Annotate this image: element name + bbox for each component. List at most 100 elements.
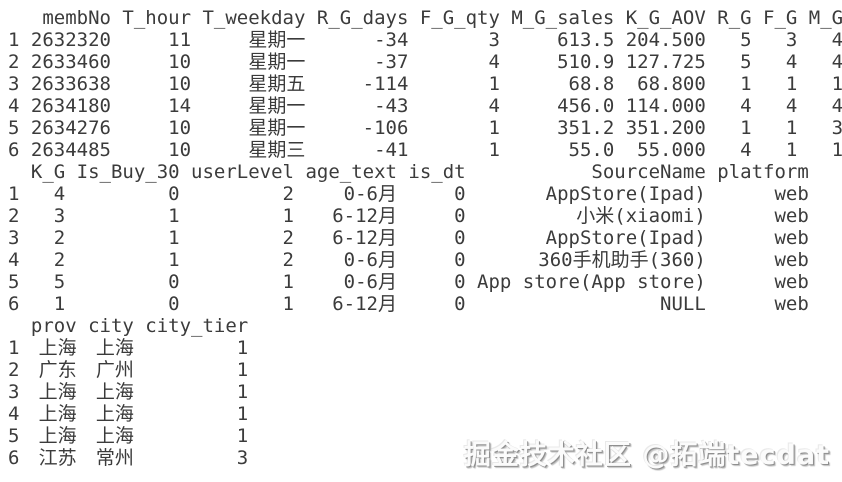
cell: 星期一 bbox=[248, 117, 306, 139]
cell: 星期一 bbox=[248, 29, 306, 51]
cell: 11 bbox=[168, 29, 192, 51]
table-row: 5 5 0 1 0-6月 0 App store(App store) web bbox=[8, 271, 809, 293]
cell: 510.9 bbox=[557, 51, 615, 73]
column-header: K_G bbox=[30, 161, 66, 183]
cell: 4 bbox=[740, 95, 752, 117]
header-row: K_G Is_Buy_30 userLevel age_text is_dt Source… bbox=[8, 161, 809, 183]
column-header bbox=[8, 7, 19, 29]
cell: 360手机助手(360) bbox=[538, 249, 706, 271]
cell: 0 bbox=[168, 183, 180, 205]
cell: 1 bbox=[236, 337, 249, 359]
table-row: 1 4 0 2 0-6月 0 AppStore(Ipad) web bbox=[8, 183, 809, 205]
cell: 1 bbox=[168, 205, 180, 227]
cell: 4 bbox=[831, 29, 842, 51]
cell: 351.200 bbox=[625, 117, 706, 139]
cell: -41 bbox=[374, 139, 409, 161]
column-header: F_G_qty bbox=[419, 7, 500, 29]
table-row: 2 2633460 10 星期一 -37 4 510.9 127.725 5 4 4 bbox=[8, 51, 842, 73]
cell: 0 bbox=[454, 205, 466, 227]
cell: 小米(xiaomi) bbox=[576, 205, 706, 227]
column-header bbox=[8, 315, 19, 337]
cell: 1 bbox=[785, 73, 798, 95]
cell: 1 bbox=[488, 139, 500, 161]
column-header: M_G_sales bbox=[511, 7, 615, 29]
cell: 0 bbox=[454, 271, 466, 293]
cell: 351.2 bbox=[557, 117, 615, 139]
cell: 5 bbox=[53, 271, 66, 293]
cell: 1 bbox=[488, 73, 500, 95]
cell: web bbox=[774, 293, 809, 315]
cell: AppStore(Ipad) bbox=[545, 227, 706, 249]
cell: 3 bbox=[236, 447, 249, 469]
cell: 114.000 bbox=[625, 95, 706, 117]
column-header: SourceName bbox=[591, 161, 706, 183]
cell: 3 bbox=[488, 29, 500, 51]
cell: 上海 bbox=[38, 403, 77, 425]
r-console-output: membNo T_hour T_weekday R_G_days F_G_qty M_G_… bbox=[8, 7, 842, 469]
cell: 2634485 bbox=[30, 139, 111, 161]
cell: 0 bbox=[454, 227, 466, 249]
cell: 0 bbox=[454, 183, 466, 205]
cell: 2633638 bbox=[30, 73, 111, 95]
row-number: 1 bbox=[8, 337, 20, 359]
cell: 2 bbox=[282, 249, 294, 271]
cell: 68.800 bbox=[637, 73, 706, 95]
cell: -114 bbox=[362, 73, 409, 95]
header-row: prov city city_tier bbox=[8, 315, 248, 337]
cell: 上海 bbox=[95, 337, 134, 359]
column-header: prov bbox=[30, 315, 77, 337]
watermark: 掘金技术社区 @拓端tecdat bbox=[463, 440, 830, 471]
table-row: 4 2 1 2 0-6月 0 360手机助手(360) web bbox=[8, 249, 809, 271]
cell: 4 bbox=[785, 51, 798, 73]
table-row: 5 2634276 10 星期一 -106 1 351.2 351.200 1 1 3 bbox=[8, 117, 842, 139]
cell: 1 bbox=[53, 293, 66, 315]
cell: web bbox=[774, 227, 809, 249]
cell: 4 bbox=[740, 139, 752, 161]
cell: 常州 bbox=[95, 447, 134, 469]
cell: 6-12月 bbox=[332, 227, 397, 249]
table-row: 1 上海 上海 1 bbox=[8, 337, 248, 359]
cell: 1 bbox=[282, 205, 294, 227]
row-number: 1 bbox=[8, 183, 20, 205]
cell: 1 bbox=[236, 403, 249, 425]
cell: 10 bbox=[168, 139, 192, 161]
table-row: 2 3 1 1 6-12月 0 小米(xiaomi) web bbox=[8, 205, 809, 227]
user-attributes-table: K_G Is_Buy_30 userLevel age_text is_dt Source… bbox=[8, 161, 809, 315]
cell: 456.0 bbox=[557, 95, 615, 117]
row-number: 2 bbox=[8, 205, 20, 227]
cell: 6-12月 bbox=[332, 205, 397, 227]
column-header: T_weekday bbox=[202, 7, 306, 29]
column-header: R_G_days bbox=[316, 7, 409, 29]
cell: 上海 bbox=[95, 403, 134, 425]
cell: 星期一 bbox=[248, 51, 306, 73]
cell: 3 bbox=[831, 117, 842, 139]
cell: AppStore(Ipad) bbox=[545, 183, 706, 205]
row-number: 6 bbox=[8, 447, 20, 469]
cell: 上海 bbox=[38, 337, 77, 359]
cell: 2632320 bbox=[30, 29, 111, 51]
row-number: 3 bbox=[8, 227, 20, 249]
column-header: membNo bbox=[42, 7, 111, 29]
row-number: 5 bbox=[8, 271, 20, 293]
cell: 1 bbox=[282, 271, 294, 293]
cell: 55.000 bbox=[637, 139, 706, 161]
cell: web bbox=[774, 205, 809, 227]
column-header: platform bbox=[717, 161, 809, 183]
row-number: 6 bbox=[8, 139, 20, 161]
cell: 2 bbox=[282, 183, 294, 205]
cell: 广东 bbox=[38, 359, 77, 381]
cell: 1 bbox=[168, 227, 180, 249]
cell: 1 bbox=[785, 139, 798, 161]
cell: 3 bbox=[785, 29, 798, 51]
cell: 星期五 bbox=[248, 73, 306, 95]
rfm-metrics-table: membNo T_hour T_weekday R_G_days F_G_qty M_G_… bbox=[8, 7, 842, 161]
cell: 613.5 bbox=[557, 29, 615, 51]
column-header: R_G bbox=[717, 7, 752, 29]
cell: 10 bbox=[168, 73, 192, 95]
table-row: 6 2634485 10 星期三 -41 1 55.0 55.000 4 1 1 bbox=[8, 139, 842, 161]
row-number: 1 bbox=[8, 29, 20, 51]
cell: web bbox=[774, 249, 809, 271]
table-row: 4 上海 上海 1 bbox=[8, 403, 248, 425]
table-row: 3 2 1 2 6-12月 0 AppStore(Ipad) web bbox=[8, 227, 809, 249]
column-header: Is_Buy_30 bbox=[76, 161, 180, 183]
